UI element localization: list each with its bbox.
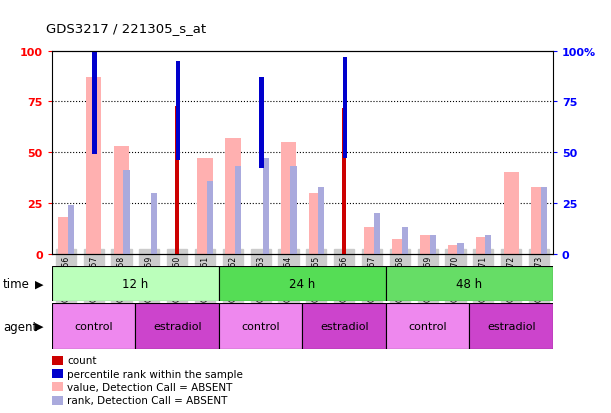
Bar bbox=[469, 304, 553, 349]
Text: control: control bbox=[408, 321, 447, 331]
Text: control: control bbox=[75, 321, 113, 331]
Bar bbox=[386, 266, 553, 301]
Bar bbox=[92, 50, 97, 155]
Text: control: control bbox=[241, 321, 280, 331]
Bar bbox=[197, 159, 213, 254]
Bar bbox=[58, 218, 73, 254]
Bar bbox=[176, 62, 180, 161]
Bar bbox=[318, 187, 324, 254]
Bar bbox=[420, 236, 436, 254]
Bar bbox=[263, 159, 269, 254]
Bar bbox=[281, 143, 296, 254]
Text: estradiol: estradiol bbox=[487, 321, 535, 331]
Bar bbox=[476, 238, 491, 254]
Text: percentile rank within the sample: percentile rank within the sample bbox=[67, 369, 243, 379]
Bar bbox=[219, 266, 386, 301]
Bar bbox=[86, 78, 101, 254]
Text: 12 h: 12 h bbox=[122, 278, 148, 290]
Bar bbox=[448, 246, 463, 254]
Bar bbox=[68, 205, 74, 254]
Bar bbox=[302, 304, 386, 349]
Text: estradiol: estradiol bbox=[320, 321, 368, 331]
Text: rank, Detection Call = ABSENT: rank, Detection Call = ABSENT bbox=[67, 395, 227, 405]
Bar bbox=[219, 304, 302, 349]
Text: agent: agent bbox=[3, 320, 37, 333]
Bar bbox=[123, 171, 130, 254]
Bar bbox=[532, 187, 547, 254]
Text: estradiol: estradiol bbox=[153, 321, 202, 331]
Bar bbox=[290, 167, 296, 254]
Bar bbox=[430, 236, 436, 254]
Text: ▶: ▶ bbox=[35, 321, 44, 331]
Bar bbox=[485, 236, 491, 254]
Text: time: time bbox=[3, 278, 30, 290]
Bar bbox=[541, 187, 547, 254]
Text: count: count bbox=[67, 356, 97, 366]
Bar bbox=[152, 193, 158, 254]
Bar bbox=[260, 78, 263, 169]
Bar bbox=[458, 244, 464, 254]
Text: GDS3217 / 221305_s_at: GDS3217 / 221305_s_at bbox=[46, 22, 206, 35]
Text: 48 h: 48 h bbox=[456, 278, 483, 290]
Bar bbox=[402, 228, 408, 254]
Bar bbox=[52, 266, 219, 301]
Bar bbox=[207, 181, 213, 254]
Bar bbox=[235, 167, 241, 254]
Bar bbox=[374, 214, 380, 254]
Bar bbox=[342, 108, 346, 254]
Bar bbox=[52, 304, 136, 349]
Bar bbox=[386, 304, 469, 349]
Bar bbox=[364, 228, 379, 254]
Bar bbox=[114, 147, 129, 254]
Bar bbox=[225, 139, 241, 254]
Bar bbox=[175, 106, 179, 254]
Text: ▶: ▶ bbox=[35, 279, 44, 289]
Bar bbox=[392, 240, 408, 254]
Bar bbox=[309, 193, 324, 254]
Bar bbox=[503, 173, 519, 254]
Bar bbox=[136, 304, 219, 349]
Text: value, Detection Call = ABSENT: value, Detection Call = ABSENT bbox=[67, 382, 233, 392]
Text: 24 h: 24 h bbox=[290, 278, 315, 290]
Bar bbox=[343, 58, 347, 159]
